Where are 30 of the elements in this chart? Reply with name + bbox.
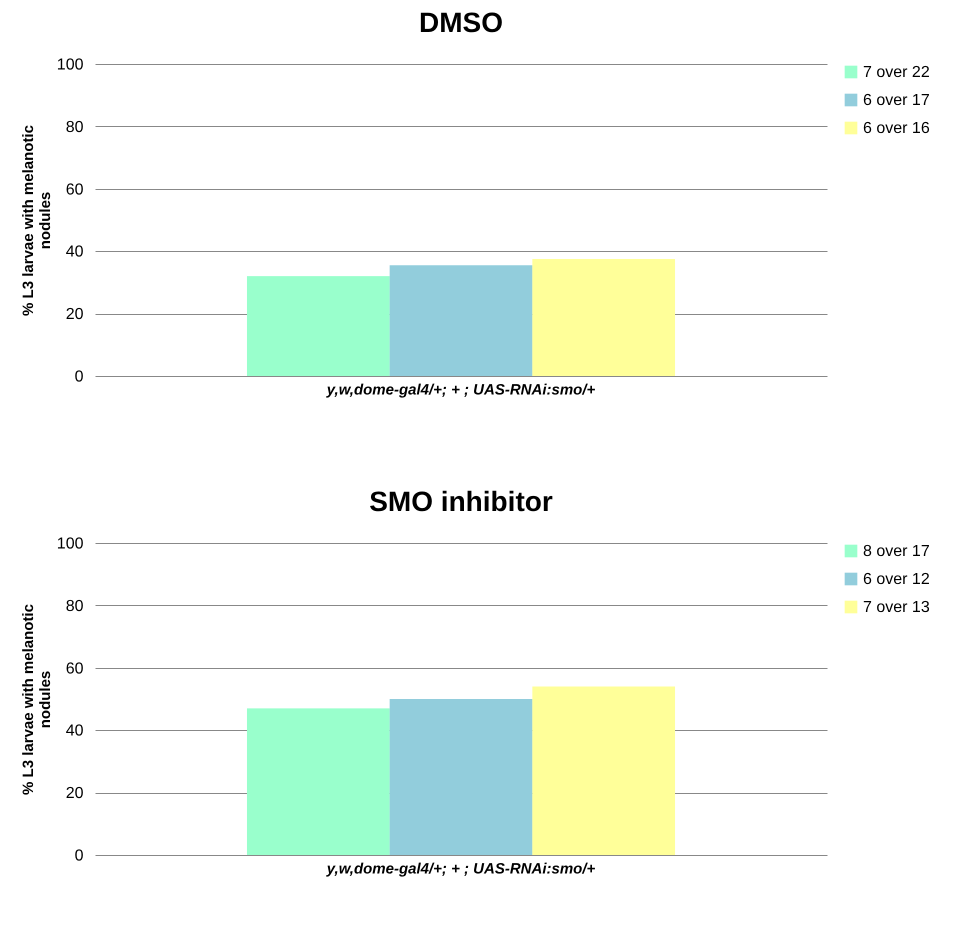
y-tick-label: 0 [74,848,84,864]
y-tick-label: 0 [74,368,84,386]
bar [532,259,676,376]
bar [532,686,676,855]
chart-title: SMO inhibitor [369,486,553,517]
legend-label: 8 over 17 [863,543,930,560]
legend-label: 6 over 17 [863,92,930,109]
legend-label: 7 over 13 [863,599,930,616]
x-tick-label: y,w,dome-gal4/+; + ; UAS-RNAi:smo/+ [326,860,596,878]
y-tick-label: 20 [66,306,84,324]
y-tick-label: 40 [66,722,84,740]
y-tick-label: 80 [66,598,84,615]
y-tick-label: 60 [66,181,84,198]
bar [246,276,390,376]
legend-label: 7 over 22 [863,64,930,81]
y-tick-label: 20 [66,785,84,802]
chart-title: DMSO [419,7,503,38]
y-tick-label: 60 [66,660,84,678]
bar [390,265,532,376]
y-axis-title: % L3 larvae with melanotic nodules [20,604,54,795]
y-tick-label: 40 [66,244,84,261]
y-tick-label: 100 [56,536,84,552]
y-axis-title: % L3 larvae with melanotic nodules [20,125,54,316]
legend-label: 6 over 12 [863,571,930,588]
y-tick-label: 80 [66,118,84,136]
bar [246,708,390,855]
legend-label: 6 over 16 [863,120,930,137]
bar [390,699,532,855]
x-tick-label: y,w,dome-gal4/+; + ; UAS-RNAi:smo/+ [326,382,596,398]
y-tick-label: 100 [56,56,84,74]
